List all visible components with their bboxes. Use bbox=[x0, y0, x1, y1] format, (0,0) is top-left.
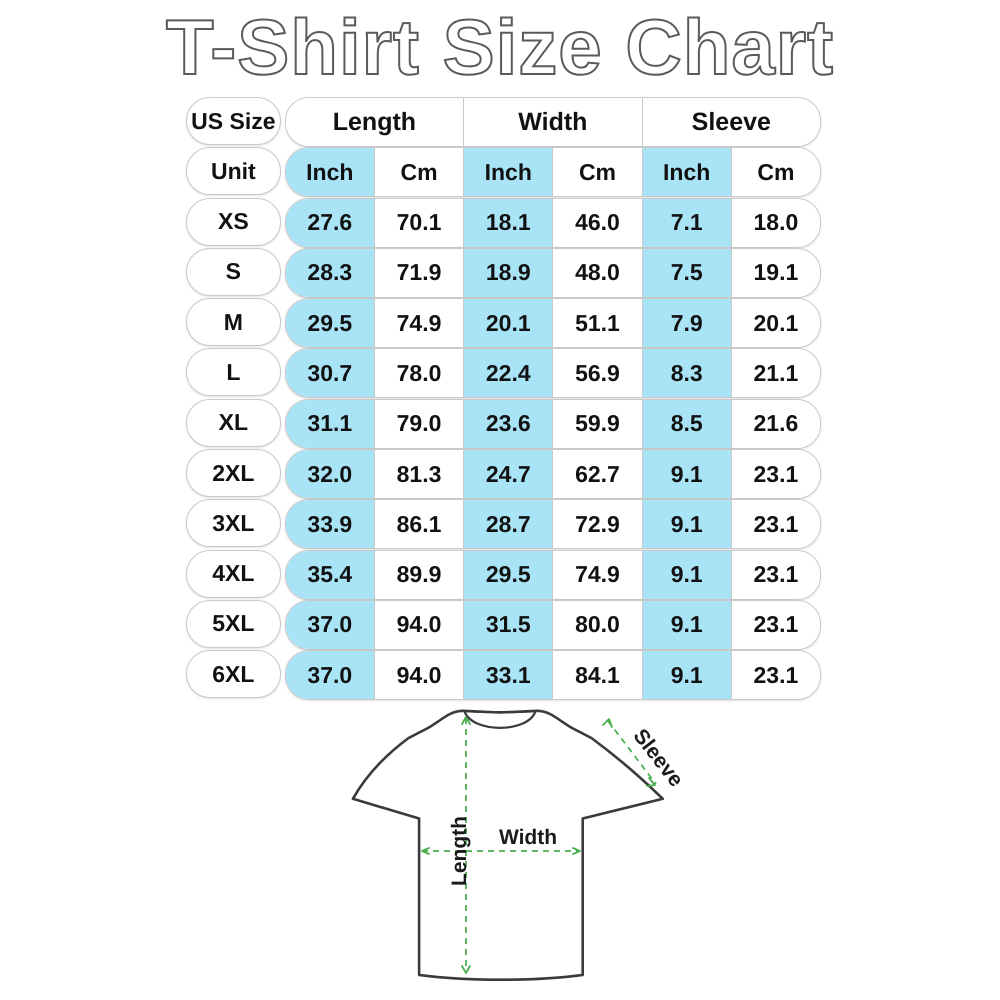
svg-text:Length: Length bbox=[448, 816, 471, 886]
svg-text:Width: Width bbox=[499, 826, 557, 849]
